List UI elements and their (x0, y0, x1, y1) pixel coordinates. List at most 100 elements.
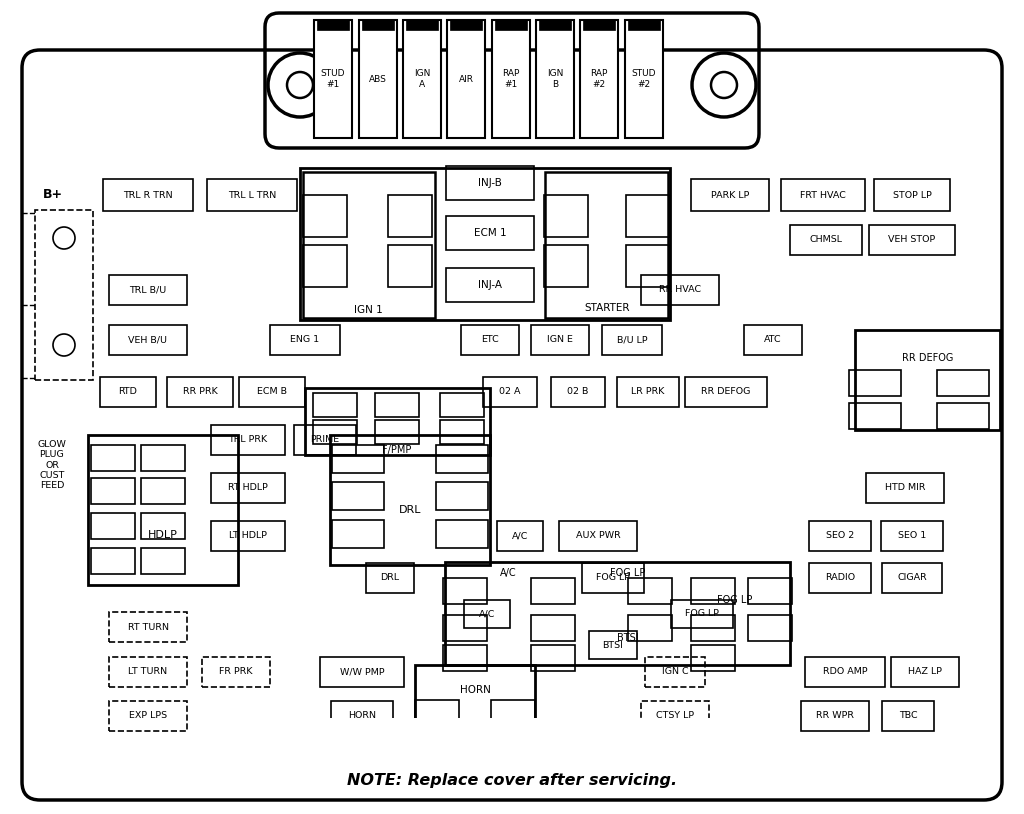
Text: B/U LP: B/U LP (616, 335, 647, 344)
Bar (35, 210, 93, 380)
Bar (671, 600, 733, 628)
Bar (882, 701, 934, 731)
Bar (91, 478, 135, 504)
Bar (483, 377, 537, 407)
Text: VEH B/U: VEH B/U (128, 335, 168, 344)
Circle shape (268, 53, 332, 117)
Bar (375, 393, 419, 417)
Bar (415, 700, 459, 724)
Text: TRL B/U: TRL B/U (129, 286, 167, 295)
Bar (497, 521, 543, 551)
Bar (331, 701, 393, 731)
Bar (443, 578, 487, 604)
Text: A/C: A/C (479, 610, 496, 619)
Circle shape (692, 53, 756, 117)
Bar (582, 563, 644, 593)
Text: EXP LPS: EXP LPS (129, 711, 167, 720)
Bar (626, 195, 670, 237)
Bar (211, 521, 285, 551)
Text: 02 A: 02 A (500, 387, 521, 396)
Text: RADIO: RADIO (825, 574, 855, 583)
Bar (303, 245, 347, 287)
Bar (617, 377, 679, 407)
Bar (641, 275, 719, 305)
Bar (406, 20, 438, 30)
Bar (685, 377, 767, 407)
Bar (436, 482, 488, 510)
Bar (580, 20, 618, 138)
Circle shape (711, 72, 737, 98)
Bar (645, 657, 705, 687)
Text: F/PMP: F/PMP (382, 445, 412, 455)
Bar (531, 615, 575, 641)
Text: RAP
#2: RAP #2 (590, 69, 607, 89)
Bar (748, 615, 792, 641)
Text: HDLP: HDLP (148, 530, 178, 540)
Text: 02 B: 02 B (567, 387, 589, 396)
Bar (559, 521, 637, 551)
Bar (303, 195, 347, 237)
Text: STUD
#1: STUD #1 (321, 69, 345, 89)
Bar (531, 578, 575, 604)
Text: INJ-B: INJ-B (478, 178, 502, 188)
Text: DRL: DRL (398, 505, 421, 515)
Circle shape (287, 72, 313, 98)
Bar (415, 665, 535, 760)
Text: TRL PRK: TRL PRK (228, 435, 267, 444)
Text: BTSI: BTSI (602, 641, 624, 650)
Text: SEO 1: SEO 1 (898, 532, 926, 540)
Bar (202, 657, 270, 687)
Bar (882, 563, 942, 593)
Text: RR DEFOG: RR DEFOG (701, 387, 751, 396)
Bar (270, 325, 340, 355)
Text: HTD MIR: HTD MIR (885, 484, 926, 492)
Text: CIGAR: CIGAR (897, 574, 927, 583)
Bar (445, 562, 790, 665)
Bar (809, 521, 871, 551)
Bar (447, 20, 485, 138)
Text: DRL: DRL (381, 574, 399, 583)
Text: CTSY LP: CTSY LP (656, 711, 694, 720)
Text: FOG LP: FOG LP (596, 574, 630, 583)
Text: GLOW
PLUG
OR
CUST
FEED: GLOW PLUG OR CUST FEED (38, 440, 67, 490)
Text: STOP LP: STOP LP (893, 190, 932, 199)
Bar (691, 615, 735, 641)
Bar (294, 425, 356, 455)
Bar (207, 179, 297, 211)
Text: STUD
#2: STUD #2 (632, 69, 656, 89)
Text: B+: B+ (43, 189, 63, 202)
Bar (691, 578, 735, 604)
Text: INJ-A: INJ-A (478, 280, 502, 290)
Bar (891, 657, 959, 687)
Bar (495, 20, 527, 30)
Text: IGN E: IGN E (547, 335, 573, 344)
Text: IGN
A: IGN A (414, 69, 430, 89)
Bar (809, 563, 871, 593)
Bar (211, 473, 285, 503)
Bar (359, 20, 397, 138)
Bar (544, 245, 588, 287)
Text: ECM 1: ECM 1 (474, 228, 506, 238)
Bar (91, 445, 135, 471)
Bar (628, 615, 672, 641)
Text: RR DEFOG: RR DEFOG (902, 353, 953, 363)
Text: A/C: A/C (512, 532, 528, 540)
Bar (628, 20, 660, 30)
Text: RTD: RTD (119, 387, 137, 396)
Text: LT HDLP: LT HDLP (229, 532, 267, 540)
Bar (805, 657, 885, 687)
Bar (267, 718, 757, 798)
Bar (91, 548, 135, 574)
Text: HORN: HORN (348, 711, 376, 720)
Bar (866, 473, 944, 503)
Text: FOG LP: FOG LP (685, 610, 719, 619)
Bar (589, 631, 637, 659)
Bar (436, 445, 488, 473)
Bar (539, 20, 571, 30)
Bar (109, 325, 187, 355)
Bar (464, 600, 510, 628)
Bar (332, 445, 384, 473)
Bar (531, 645, 575, 671)
Text: BTSI: BTSI (617, 633, 639, 643)
Bar (332, 520, 384, 548)
